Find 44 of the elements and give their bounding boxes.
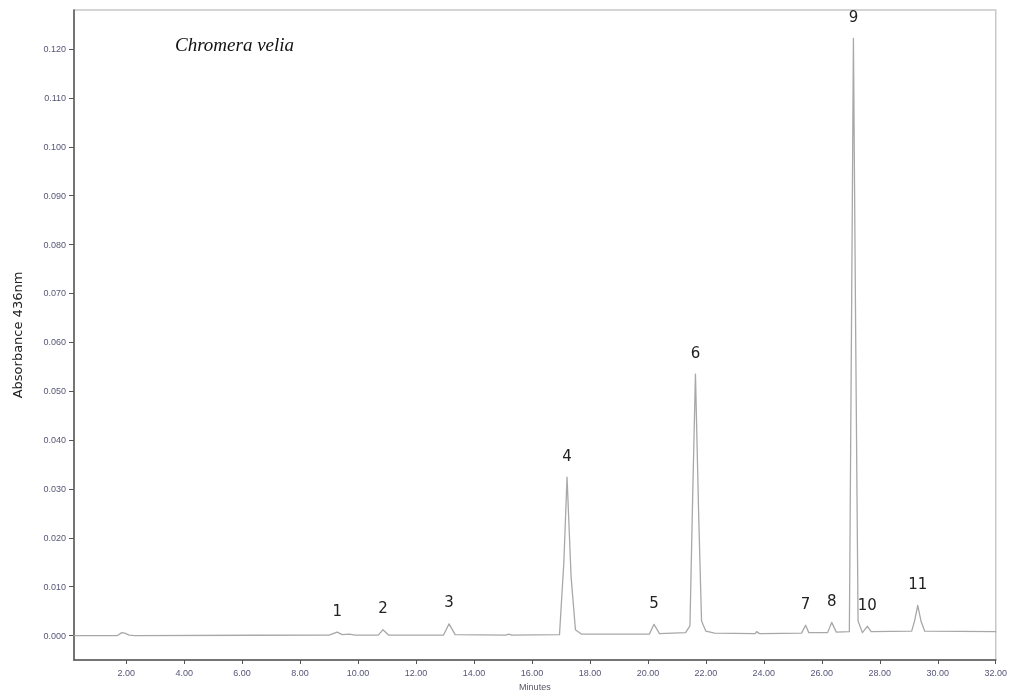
- y-tick-label: 0.100: [43, 141, 66, 152]
- annotation: 7: [800, 594, 811, 613]
- y-tick-label: 0.000: [43, 630, 66, 641]
- annotation: 9: [848, 7, 859, 26]
- annotation: 8: [826, 591, 837, 610]
- annotation: 10: [857, 595, 877, 614]
- x-tick-label: 20.00: [636, 667, 660, 678]
- x-tick-label: 18.00: [578, 667, 602, 678]
- x-tick-label: 26.00: [810, 667, 834, 678]
- y-axis-title: Absorbance 436nm: [10, 271, 25, 399]
- y-tick-label: 0.040: [43, 435, 66, 446]
- annotation: 5: [649, 593, 659, 612]
- x-tick-label: 12.00: [404, 667, 428, 678]
- y-tick-label: 0.090: [43, 190, 66, 201]
- y-tick-label: 0.110: [44, 92, 66, 103]
- annotation: 3: [444, 593, 454, 612]
- annotation: 2: [378, 599, 388, 618]
- y-tick-label: 0.070: [43, 288, 66, 299]
- line-series: [73, 37, 997, 637]
- x-tick-label: 4.00: [175, 667, 193, 678]
- y-tick-label: 0.120: [43, 44, 66, 55]
- annotation: 11: [908, 574, 928, 593]
- x-tick-label: 6.00: [233, 667, 251, 678]
- y-tick-label: 0.010: [43, 581, 66, 592]
- annotation: 1: [332, 601, 342, 620]
- y-tick-label: 0.080: [43, 239, 66, 250]
- annotation: 6: [690, 343, 701, 362]
- x-axis-title: Minutes: [519, 681, 552, 692]
- x-tick-label: 10.00: [346, 667, 370, 678]
- y-tick-label: 0.020: [43, 532, 66, 543]
- x-tick-label: 2.00: [117, 667, 135, 678]
- x-tick-label: 8.00: [291, 667, 309, 678]
- x-tick-label: 16.00: [520, 667, 544, 678]
- x-tick-label: 30.00: [926, 667, 950, 678]
- x-tick-label: 32.00: [984, 667, 1007, 678]
- y-tick-label: 0.050: [43, 386, 66, 397]
- x-tick-label: 22.00: [694, 667, 718, 678]
- text: Chromera velia: [175, 34, 295, 55]
- y-tick-label: 0.060: [43, 337, 66, 348]
- annotation: 4: [562, 446, 572, 465]
- x-tick-label: 28.00: [868, 667, 892, 678]
- x-tick-label: 14.00: [462, 667, 486, 678]
- y-tick-label: 0.030: [43, 483, 66, 494]
- x-tick-label: 24.00: [752, 667, 776, 678]
